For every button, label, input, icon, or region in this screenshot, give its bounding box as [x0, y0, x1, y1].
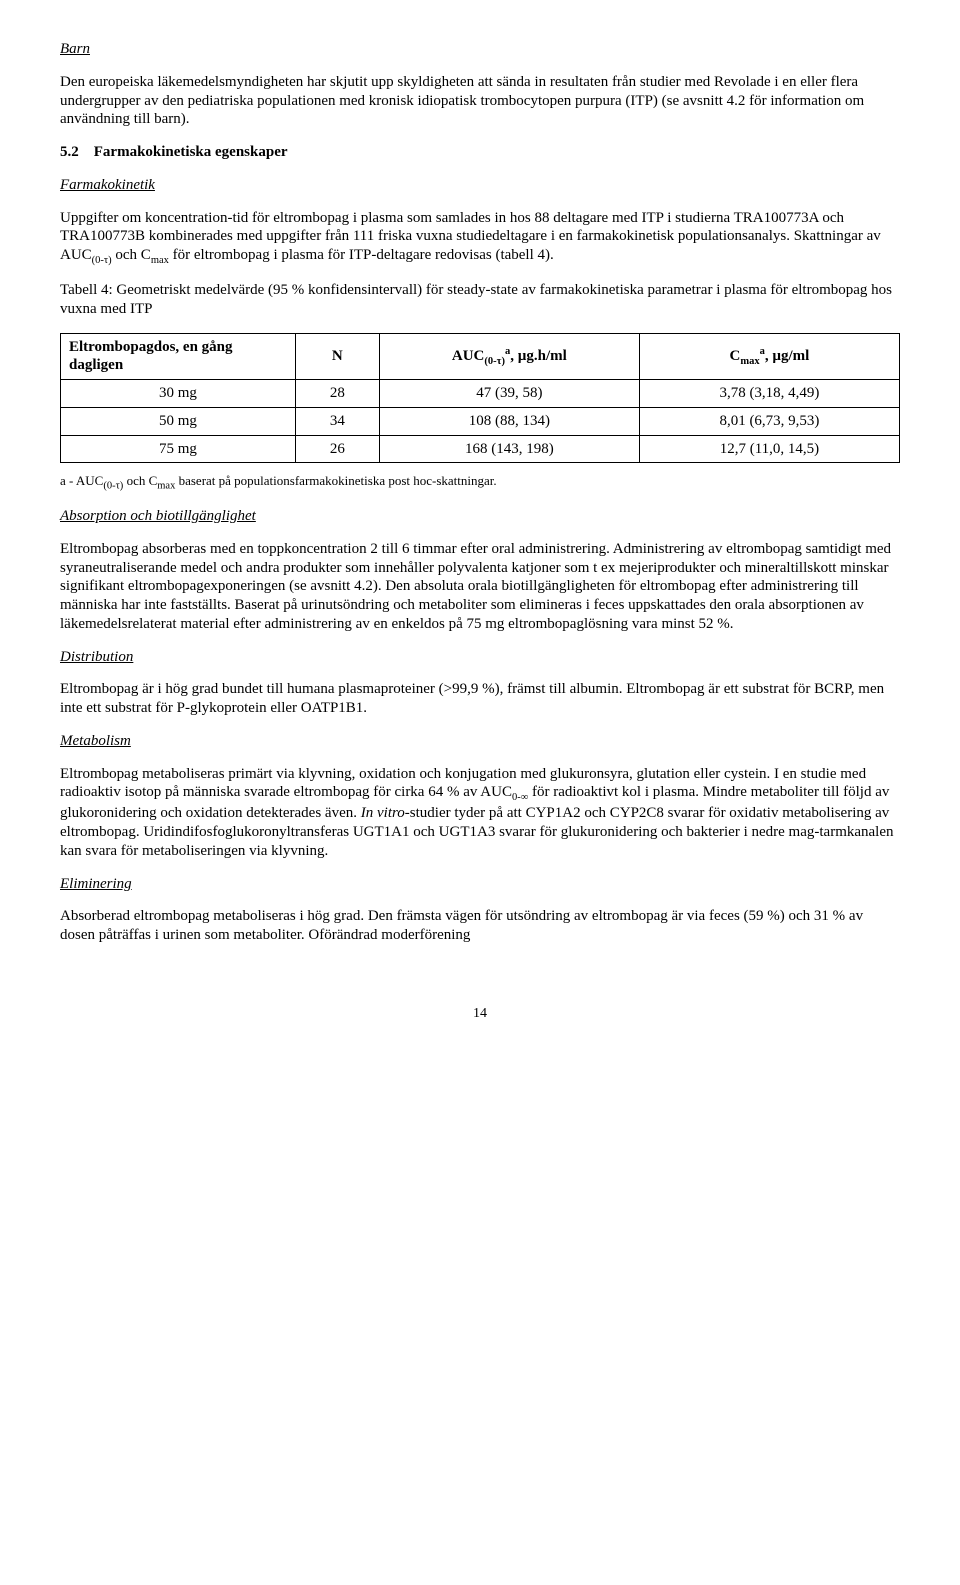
cell-cmax: 8,01 (6,73, 9,53): [639, 407, 899, 435]
cell-auc: 47 (39, 58): [379, 380, 639, 408]
page-number: 14: [60, 1005, 900, 1023]
eliminering-heading: Eliminering: [60, 875, 900, 894]
metabolism-paragraph: Eltrombopag metaboliseras primärt via kl…: [60, 765, 900, 861]
cell-cmax: 12,7 (11,0, 14,5): [639, 435, 899, 463]
distribution-heading: Distribution: [60, 648, 900, 667]
table4-footnote: a - AUC(0-τ) och Cmax baserat på populat…: [60, 473, 900, 493]
text: a - AUC: [60, 473, 103, 488]
subscript: max: [740, 356, 759, 367]
subscript: (0-τ): [92, 255, 112, 266]
subscript: (0-τ): [103, 481, 123, 492]
text: för eltrombopag i plasma för ITP-deltaga…: [169, 247, 554, 263]
col-dose: Eltrombopagdos, en gång dagligen: [61, 333, 296, 380]
text: C: [730, 348, 741, 364]
subscript: max: [157, 481, 175, 492]
cell-cmax: 3,78 (3,18, 4,49): [639, 380, 899, 408]
table-row: 75 mg 26 168 (143, 198) 12,7 (11,0, 14,5…: [61, 435, 900, 463]
text: , µg/ml: [765, 348, 809, 364]
subscript: max: [151, 255, 169, 266]
table-row: 30 mg 28 47 (39, 58) 3,78 (3,18, 4,49): [61, 380, 900, 408]
col-n: N: [295, 333, 379, 380]
sec52-heading: 5.2 Farmakokinetiska egenskaper: [60, 143, 900, 162]
col-cmax: Cmaxa, µg/ml: [639, 333, 899, 380]
cell-n: 28: [295, 380, 379, 408]
text: AUC: [452, 348, 485, 364]
cell-n: 34: [295, 407, 379, 435]
text: och C: [123, 473, 157, 488]
distribution-paragraph: Eltrombopag är i hög grad bundet till hu…: [60, 680, 900, 718]
italic-text: In vitro: [361, 805, 405, 821]
col-auc: AUC(0-τ)a, µg.h/ml: [379, 333, 639, 380]
eliminering-paragraph: Absorberad eltrombopag metaboliseras i h…: [60, 907, 900, 945]
text: , µg.h/ml: [510, 348, 567, 364]
subscript: (0-τ): [484, 356, 505, 367]
barn-paragraph: Den europeiska läkemedelsmyndigheten har…: [60, 73, 900, 129]
absorption-paragraph: Eltrombopag absorberas med en toppkoncen…: [60, 540, 900, 634]
subscript: 0-∞: [512, 792, 528, 803]
text: baserat på populationsfarmakokinetiska p…: [175, 473, 496, 488]
cell-dose: 30 mg: [61, 380, 296, 408]
table4: Eltrombopagdos, en gång dagligen N AUC(0…: [60, 333, 900, 464]
table4-caption: Tabell 4: Geometriskt medelvärde (95 % k…: [60, 281, 900, 319]
text: och C: [112, 247, 151, 263]
table-header-row: Eltrombopagdos, en gång dagligen N AUC(0…: [61, 333, 900, 380]
farmakokinetik-p1: Uppgifter om koncentration-tid för eltro…: [60, 209, 900, 268]
farmakokinetik-heading: Farmakokinetik: [60, 176, 900, 195]
absorption-heading: Absorption och biotillgänglighet: [60, 507, 900, 526]
cell-n: 26: [295, 435, 379, 463]
cell-auc: 108 (88, 134): [379, 407, 639, 435]
metabolism-heading: Metabolism: [60, 732, 900, 751]
cell-auc: 168 (143, 198): [379, 435, 639, 463]
cell-dose: 50 mg: [61, 407, 296, 435]
sec52-title: Farmakokinetiska egenskaper: [94, 144, 288, 160]
table-row: 50 mg 34 108 (88, 134) 8,01 (6,73, 9,53): [61, 407, 900, 435]
barn-heading: Barn: [60, 40, 900, 59]
cell-dose: 75 mg: [61, 435, 296, 463]
sec52-num: 5.2: [60, 144, 79, 160]
